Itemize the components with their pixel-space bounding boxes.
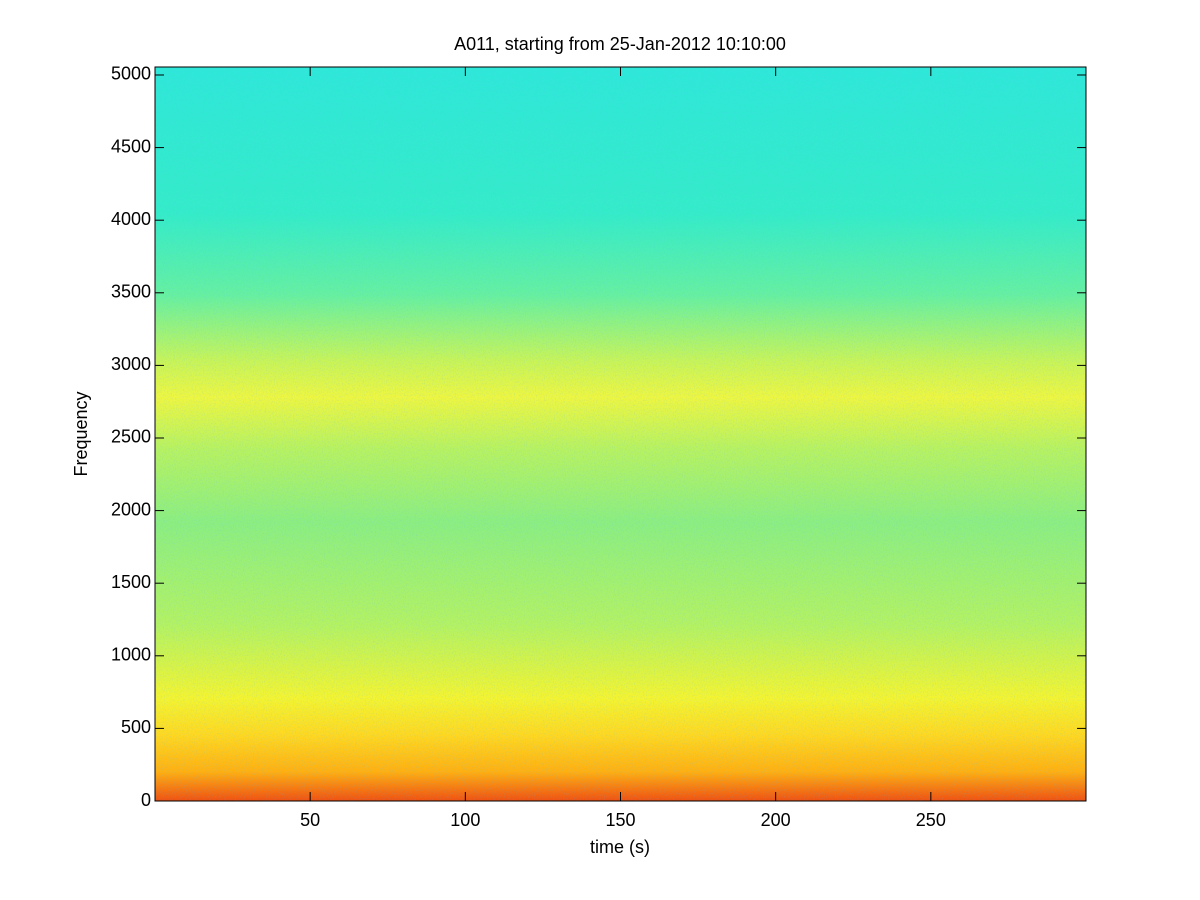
x-tick-label: 200 bbox=[761, 810, 791, 830]
chart-title: A011, starting from 25-Jan-2012 10:10:00 bbox=[454, 34, 786, 54]
spectrogram-texture bbox=[155, 67, 1086, 801]
x-tick-label: 250 bbox=[916, 810, 946, 830]
y-axis-label: Frequency bbox=[71, 391, 91, 476]
y-tick-label: 5000 bbox=[111, 64, 151, 84]
y-tick-label: 4000 bbox=[111, 209, 151, 229]
y-tick-label: 2000 bbox=[111, 499, 151, 519]
y-tick-label: 4500 bbox=[111, 136, 151, 156]
x-tick-label: 150 bbox=[605, 810, 635, 830]
y-tick-label: 500 bbox=[121, 717, 151, 737]
x-axis-label: time (s) bbox=[590, 837, 650, 857]
y-tick-label: 1000 bbox=[111, 645, 151, 665]
x-tick-label: 50 bbox=[300, 810, 320, 830]
y-tick-label: 3500 bbox=[111, 282, 151, 302]
y-tick-label: 2500 bbox=[111, 427, 151, 447]
y-tick-label: 0 bbox=[141, 790, 151, 810]
x-tick-label: 100 bbox=[450, 810, 480, 830]
y-tick-label: 3000 bbox=[111, 354, 151, 374]
y-tick-label: 1500 bbox=[111, 572, 151, 592]
